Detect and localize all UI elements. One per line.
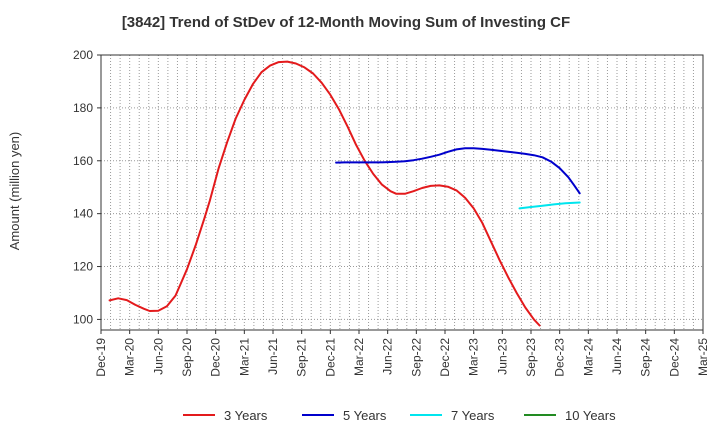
y-axis-label: Amount (million yen) (7, 132, 22, 251)
x-tick-label: Mar-25 (696, 338, 710, 376)
plot-frame (100, 54, 704, 331)
y-tick-label: 140 (73, 207, 93, 221)
grid-layer (101, 54, 703, 330)
x-tick-label: Dec-23 (553, 338, 567, 377)
x-tick-label: Sep-21 (295, 338, 309, 377)
x-tick-label: Mar-21 (237, 338, 251, 376)
legend-label: 3 Years (224, 408, 268, 423)
x-tick-label: Mar-22 (352, 338, 366, 376)
series-layer (108, 60, 581, 327)
x-tick-label: Jun-23 (495, 338, 509, 375)
legend: 3 Years 5 Years 7 Years 10 Years (183, 408, 616, 423)
x-tick-label: Jun-20 (151, 338, 165, 375)
x-tick-label: Mar-20 (123, 338, 137, 376)
x-tick-label: Jun-24 (610, 338, 624, 375)
x-tick-label: Sep-22 (409, 338, 423, 377)
y-tick-label: 100 (73, 312, 93, 326)
x-tick-label: Dec-21 (323, 338, 337, 377)
y-tick-label: 180 (73, 101, 93, 115)
x-tick-labels: Dec-19 Mar-20 Jun-20 Sep-20 Dec-20 Mar-21 Jun-… (94, 330, 710, 377)
chart-title: [3842] Trend of StDev of 12-Month Moving… (122, 14, 570, 31)
y-tick-label: 120 (73, 260, 93, 274)
x-tick-label: Mar-23 (467, 338, 481, 376)
y-tick-labels: 100 120 140 160 180 200 (73, 48, 101, 326)
legend-label: 7 Years (451, 408, 495, 423)
x-tick-label: Jun-21 (266, 338, 280, 375)
x-tick-label: Mar-24 (581, 338, 595, 376)
y-tick-label: 200 (73, 48, 93, 62)
x-tick-label: Sep-23 (524, 338, 538, 377)
x-tick-label: Dec-22 (438, 338, 452, 377)
x-tick-label: Sep-20 (180, 338, 194, 377)
series-line-3-years (108, 60, 541, 327)
y-tick-label: 160 (73, 154, 93, 168)
x-tick-label: Dec-20 (209, 338, 223, 377)
x-tick-label: Sep-24 (639, 338, 653, 377)
x-tick-label: Jun-22 (381, 338, 395, 375)
x-tick-label: Dec-24 (667, 338, 681, 377)
series-line-7-years (518, 201, 581, 210)
series-line-5-years (335, 147, 581, 195)
legend-label: 10 Years (565, 408, 616, 423)
legend-label: 5 Years (343, 408, 387, 423)
x-tick-label: Dec-19 (94, 338, 108, 377)
